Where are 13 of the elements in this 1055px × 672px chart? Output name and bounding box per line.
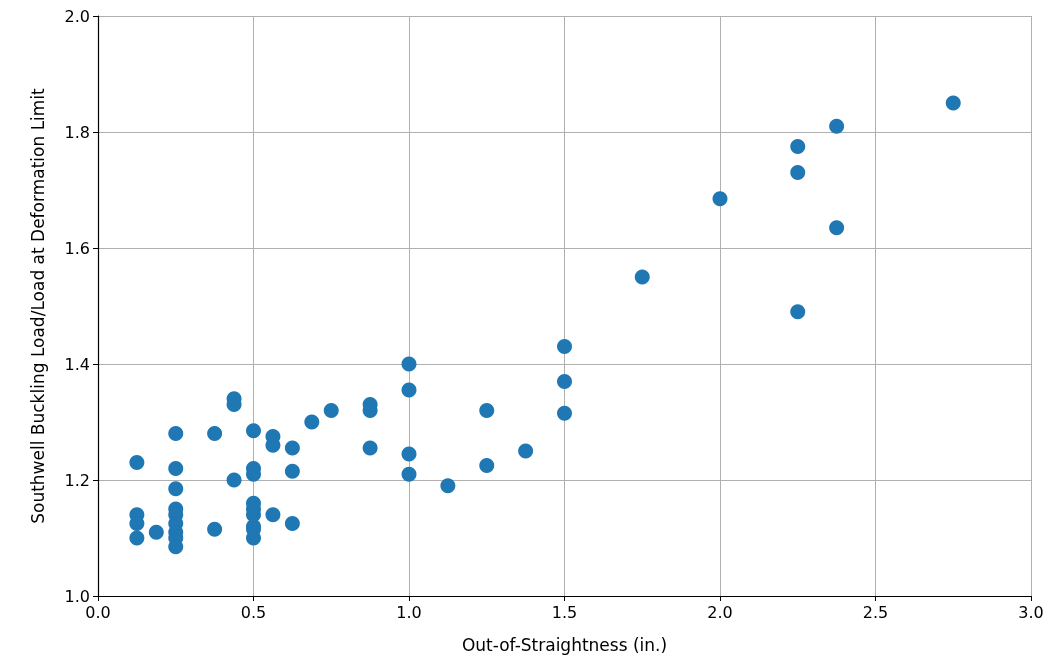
y-tick-label: 1.2 [64, 470, 90, 490]
y-tick-label: 1.8 [64, 122, 90, 142]
y-tick-label: 1.4 [64, 354, 90, 374]
x-axis-title: Out-of-Straightness (in.) [461, 634, 668, 655]
x-tick-label: 3.0 [1018, 602, 1044, 622]
y-tick-label: 2.0 [64, 6, 90, 26]
x-tick-label: 1.5 [551, 602, 578, 622]
y-tick-label: 1.6 [64, 238, 90, 258]
x-tick-label: 2.0 [707, 602, 733, 622]
y-axis-title: Southwell Buckling Load/Load at Deformation Limit [27, 87, 48, 524]
x-tick-label: 2.5 [862, 602, 889, 622]
x-tick-label: 1.0 [396, 602, 422, 622]
x-tick-label: 0.5 [240, 602, 267, 622]
